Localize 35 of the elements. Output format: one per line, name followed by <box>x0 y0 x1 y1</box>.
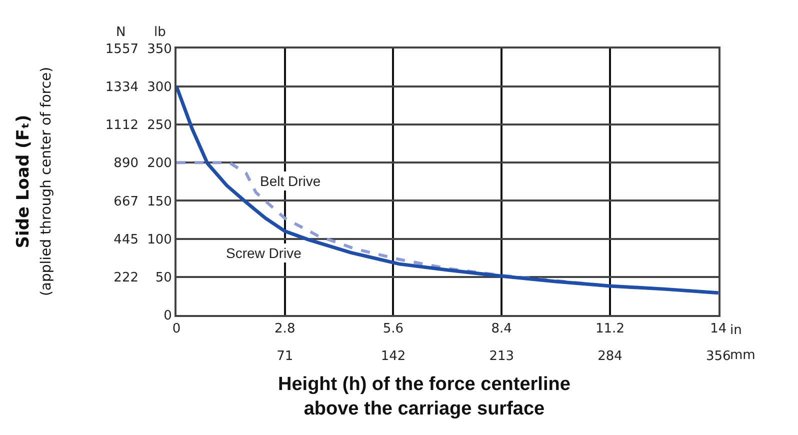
y-tick-label: 445 <box>114 232 139 248</box>
x-tick-label: 2.8 <box>274 322 296 337</box>
y-tick-label: 1557 <box>105 42 139 58</box>
y2-axis-title: lb <box>154 25 166 40</box>
text: in <box>730 323 742 338</box>
y-tick-label: 890 <box>114 156 139 172</box>
y-axis-title: Side Load (Fₜ) (applied through center of force) <box>14 66 55 296</box>
y2-tick-label: 300 <box>147 80 172 96</box>
x-tick-label: 5.6 <box>382 322 404 337</box>
y2-tick-label: 0 <box>164 308 172 324</box>
x2-tick-label: 356 <box>706 349 731 364</box>
y2-tick-label: 200 <box>147 156 172 172</box>
annotation: Belt Drive <box>260 173 321 189</box>
x-axis-title: Height (h) of the force centerline above the carriage surface <box>278 374 570 420</box>
annotation: Screw Drive <box>226 245 302 261</box>
y-tick-label: 1112 <box>105 118 139 134</box>
x2-tick-label: 142 <box>380 349 406 364</box>
y2-tick-label: 50 <box>155 270 172 286</box>
x-tick-label: 0 <box>172 322 181 337</box>
x-tick-label: 11.2 <box>596 322 624 337</box>
y2-tick-label: 250 <box>147 118 172 134</box>
y-tick-label: 1334 <box>105 80 139 96</box>
text: N <box>116 25 126 40</box>
x-tick-label: 14 <box>710 322 727 337</box>
y2-tick-label: 350 <box>147 42 172 58</box>
x2-tick-label: 284 <box>598 349 622 364</box>
y-tick-label: 222 <box>114 270 139 286</box>
y2-tick-label: 150 <box>147 194 172 210</box>
y2-tick-label: 100 <box>147 232 172 248</box>
x2-tick-label: 213 <box>489 349 514 364</box>
x2-axis-title: mm <box>730 348 756 363</box>
line-series <box>176 84 718 295</box>
x-tick-label: 8.4 <box>491 322 512 337</box>
x2-tick-label: 71 <box>276 349 294 364</box>
y-tick-label: 667 <box>114 194 139 210</box>
